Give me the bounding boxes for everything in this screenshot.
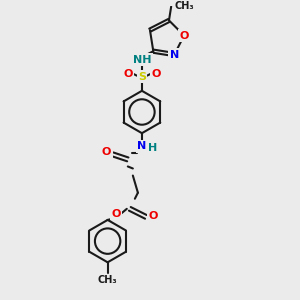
Text: O: O: [111, 209, 120, 219]
Text: O: O: [152, 69, 161, 79]
Text: O: O: [148, 211, 158, 221]
Text: CH₃: CH₃: [98, 275, 117, 286]
Text: S: S: [138, 72, 146, 82]
Text: O: O: [179, 31, 189, 40]
Text: H: H: [148, 143, 158, 153]
Text: N: N: [137, 141, 147, 151]
Text: O: O: [102, 147, 111, 157]
Text: CH₃: CH₃: [174, 2, 194, 11]
Text: O: O: [123, 69, 133, 79]
Text: N: N: [170, 50, 179, 59]
Text: NH: NH: [133, 55, 151, 64]
